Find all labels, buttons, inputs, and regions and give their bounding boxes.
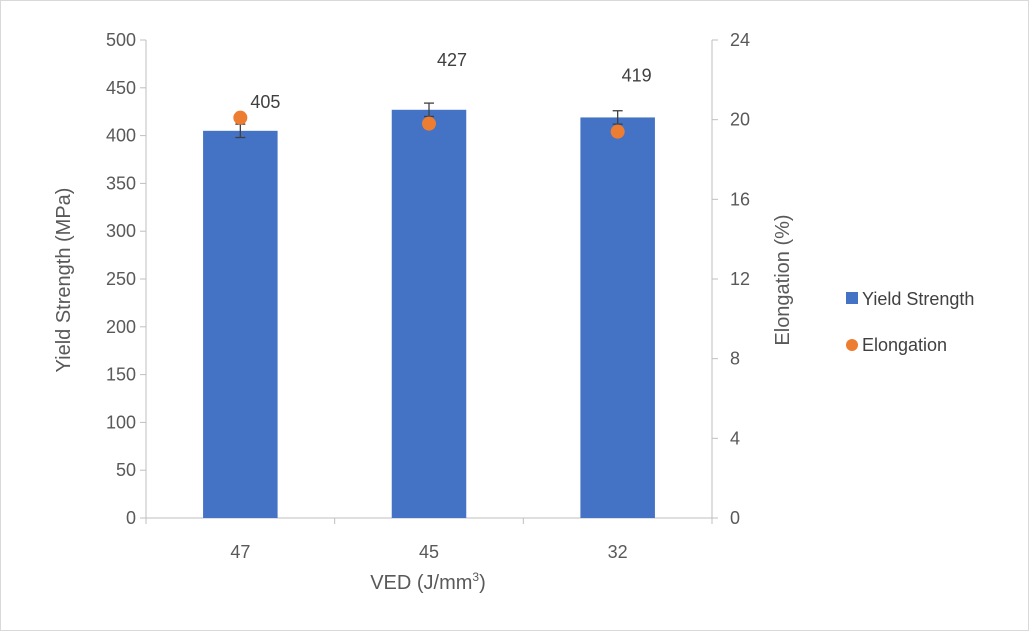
bar-yield-strength — [391, 109, 467, 519]
y-tick-label: 500 — [106, 30, 136, 50]
x-axis-title-superscript: 3 — [472, 570, 479, 584]
y-tick-label: 450 — [106, 78, 136, 98]
x-axis-title-end: ) — [479, 572, 486, 594]
bar-series — [203, 109, 655, 519]
bar-yield-strength — [203, 130, 278, 518]
y-axis-left: 0 50 100 150 200 250 300 350 400 450 500 — [106, 30, 147, 528]
x-tick-label: 47 — [230, 542, 250, 562]
x-tick-label: 32 — [608, 542, 628, 562]
x-axis-title-main: VED (J/mm — [370, 572, 472, 594]
y2-tick-label: 0 — [730, 508, 740, 528]
y2-tick-label: 20 — [730, 110, 750, 130]
x-tick-label: 45 — [419, 542, 439, 562]
y-tick-label: 200 — [106, 317, 136, 337]
y2-tick-label: 24 — [730, 30, 750, 50]
error-bars — [235, 102, 623, 139]
y2-tick-label: 4 — [730, 428, 740, 448]
data-labels: 405 427 419 — [250, 50, 651, 112]
scatter-series — [233, 110, 625, 139]
y-tick-label: 0 — [126, 508, 136, 528]
y-tick-label: 50 — [116, 460, 136, 480]
legend-marker-elongation — [846, 339, 858, 351]
data-label-yield-strength: 405 — [250, 92, 280, 112]
point-elongation — [422, 116, 436, 131]
y-tick-label: 350 — [106, 173, 136, 193]
y2-axis-title: Elongation (%) — [772, 214, 794, 345]
y-axis-title: Yield Strength (MPa) — [53, 188, 75, 373]
bar-yield-strength — [580, 117, 655, 518]
data-label-yield-strength: 419 — [622, 65, 652, 85]
data-label-yield-strength: 427 — [437, 50, 467, 70]
legend-label-yield-strength: Yield Strength — [862, 289, 974, 309]
y2-tick-label: 16 — [730, 189, 750, 209]
point-elongation — [610, 124, 625, 139]
x-axis: 47 45 32 — [145, 517, 713, 562]
y2-tick-label: 8 — [730, 349, 740, 369]
y2-tick-label: 12 — [730, 269, 750, 289]
y-tick-label: 100 — [106, 412, 136, 432]
legend-swatch-yield-strength — [846, 292, 858, 304]
y-tick-label: 250 — [106, 269, 136, 289]
point-elongation — [233, 110, 248, 125]
legend-label-elongation: Elongation — [862, 335, 947, 355]
x-axis-title: VED (J/mm3) — [370, 570, 486, 594]
legend: Yield Strength Elongation — [846, 289, 974, 355]
y-tick-label: 400 — [106, 126, 136, 146]
y-axis-right: 0 4 8 12 16 20 24 — [711, 30, 750, 528]
y-tick-label: 150 — [106, 365, 136, 385]
y-tick-label: 300 — [106, 221, 136, 241]
